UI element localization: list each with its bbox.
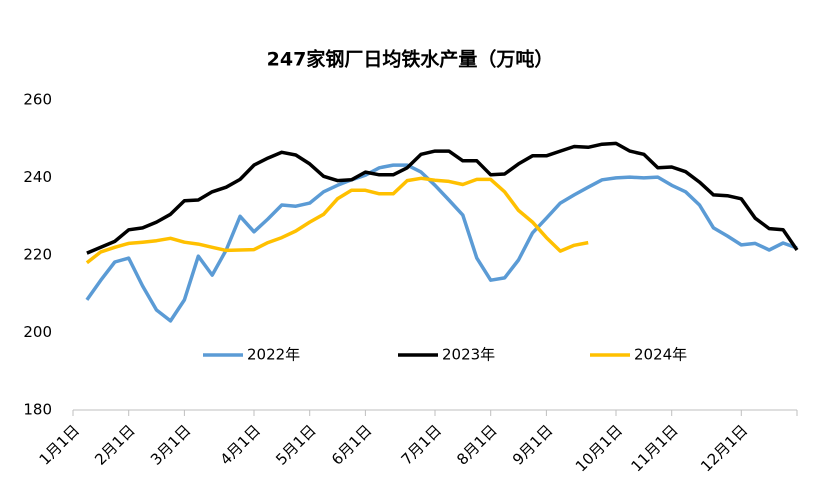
y-tick-label: 200: [23, 323, 52, 341]
series-line: [85, 176, 589, 265]
y-tick-label: 180: [23, 401, 52, 419]
chart-title: 247家钢厂日均铁水产量（万吨）: [267, 48, 554, 71]
x-tick-label: 3月1日: [147, 421, 194, 468]
x-tick-label: 1月1日: [36, 421, 83, 468]
y-tick-label: 240: [23, 168, 52, 186]
x-tick-label: 10月1日: [572, 421, 626, 475]
legend-label: 2023年: [442, 346, 495, 364]
x-tick-label: 5月1日: [272, 421, 319, 468]
y-tick-label: 220: [23, 246, 52, 264]
legend-label: 2022年: [247, 346, 300, 364]
x-tick-label: 12月1日: [697, 421, 751, 475]
x-tick-label: 2月1日: [91, 421, 138, 468]
x-tick-label: 11月1日: [628, 421, 682, 475]
series-line: [86, 141, 799, 255]
series-line: [85, 163, 798, 323]
x-tick-label: 8月1日: [453, 421, 500, 468]
x-tick-label: 9月1日: [509, 421, 556, 468]
x-tick-label: 6月1日: [328, 421, 375, 468]
legend-label: 2024年: [634, 346, 687, 364]
y-tick-label: 260: [23, 91, 52, 109]
x-tick-label: 4月1日: [217, 421, 264, 468]
x-tick-label: 7月1日: [398, 421, 445, 468]
